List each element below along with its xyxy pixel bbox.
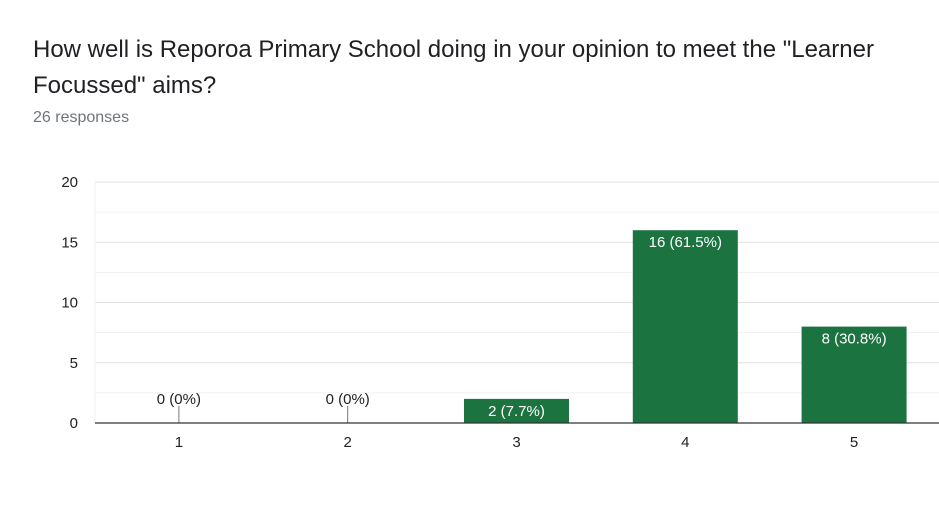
data-label: 0 (0%) bbox=[326, 391, 370, 408]
bar-5 bbox=[801, 326, 907, 423]
gridlines bbox=[94, 181, 939, 423]
bars bbox=[178, 230, 907, 423]
x-tick-label: 3 bbox=[512, 434, 520, 451]
x-tick-label: 2 bbox=[344, 434, 352, 451]
data-label: 2 (7.7%) bbox=[488, 403, 545, 420]
x-tick-label: 4 bbox=[681, 434, 689, 451]
data-labels: 0 (0%) 0 (0%) 2 (7.7%) 16 (61.5%) 8 (30.8%) bbox=[157, 234, 887, 420]
data-label: 16 (61.5%) bbox=[649, 234, 722, 251]
response-count: 26 responses bbox=[33, 109, 130, 126]
y-axis-ticks: 0 5 10 15 20 bbox=[61, 174, 78, 432]
y-tick-label: 20 bbox=[61, 174, 78, 191]
bar-4 bbox=[632, 230, 738, 423]
bar-3 bbox=[464, 398, 569, 423]
x-tick-label: 1 bbox=[175, 434, 183, 451]
x-tick-label: 5 bbox=[850, 434, 858, 451]
y-tick-label: 10 bbox=[61, 295, 78, 312]
y-tick-label: 15 bbox=[61, 234, 78, 251]
y-tick-label: 5 bbox=[70, 355, 78, 372]
chart-title: How well is Reporoa Primary School doing… bbox=[33, 36, 874, 99]
y-tick-label: 0 bbox=[70, 415, 78, 432]
x-axis-ticks: 1 2 3 4 5 bbox=[175, 434, 859, 451]
data-label: 8 (30.8%) bbox=[822, 331, 887, 348]
data-label: 0 (0%) bbox=[157, 391, 201, 408]
